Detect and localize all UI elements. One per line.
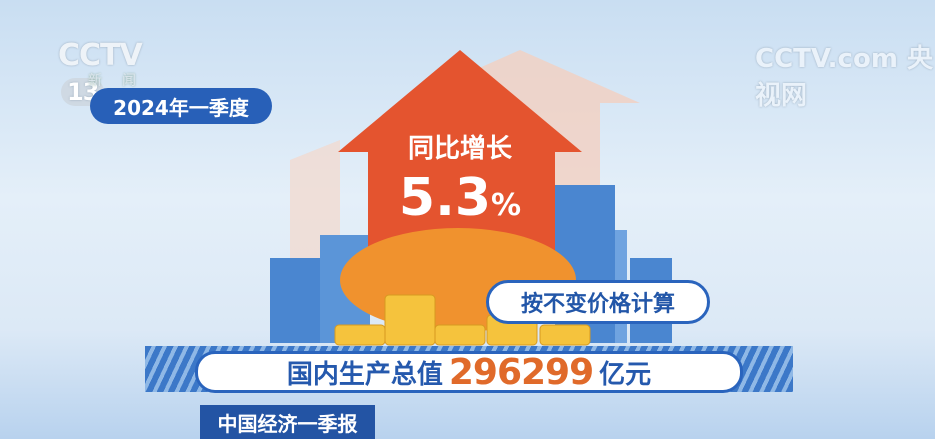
growth-number: 5.3 [398, 168, 492, 228]
price-note-callout: 按不变价格计算 [486, 280, 710, 324]
cctv-com-watermark: CCTV.com 央视网 [755, 44, 933, 111]
growth-unit: % [491, 188, 522, 223]
gdp-banner: 国内生产总值 296299 亿元 [195, 351, 743, 393]
logo-subtitle: 新闻 [88, 73, 156, 89]
growth-label: 同比增长 [407, 134, 512, 164]
growth-arrow [338, 50, 582, 262]
gdp-value: 296299 [448, 351, 594, 393]
gdp-unit: 亿元 [599, 359, 652, 390]
gdp-label: 国内生产总值 [286, 359, 443, 390]
period-badge: 2024年一季度 [90, 88, 272, 124]
logo-brand: CCTV [58, 38, 143, 73]
program-title: 中国经济一季报 [200, 405, 375, 439]
growth-value: 5.3% [380, 168, 540, 228]
